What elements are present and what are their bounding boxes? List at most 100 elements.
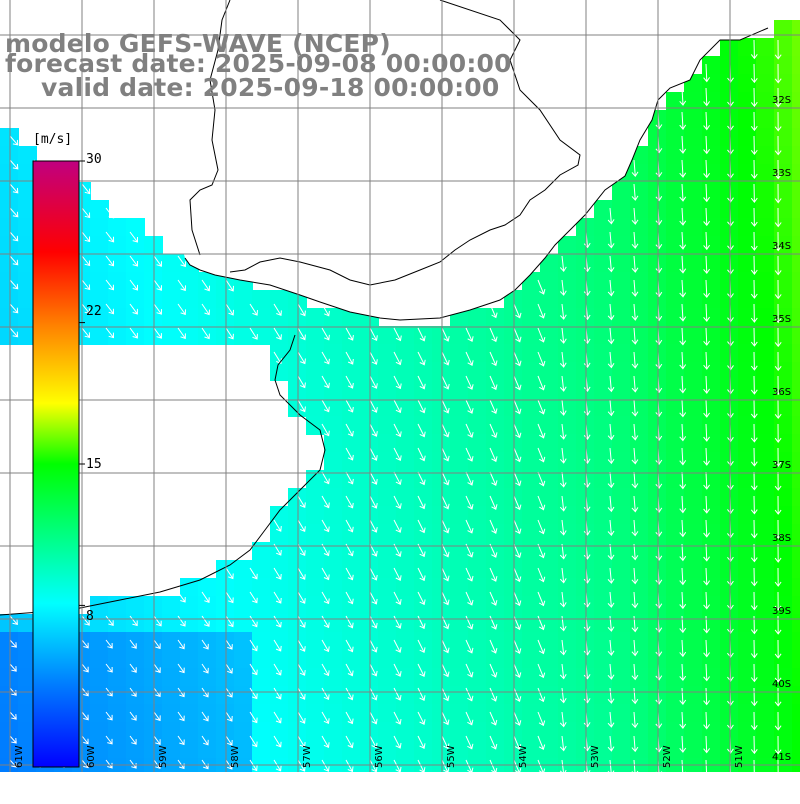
wind-cell [486, 632, 505, 651]
wind-cell [342, 614, 361, 633]
wind-cell [684, 758, 703, 772]
wind-cell [774, 254, 793, 273]
wind-cell [450, 740, 469, 759]
wind-cell [378, 488, 397, 507]
wind-arrow [105, 231, 115, 243]
wind-arrow [679, 543, 687, 562]
wind-cell [450, 578, 469, 597]
wind-cell [162, 272, 181, 291]
wind-cell [666, 470, 685, 489]
wind-cell [792, 380, 800, 399]
wind-arrow [631, 711, 639, 729]
wind-cell [18, 254, 37, 273]
wind-cell [558, 452, 577, 471]
wind-arrow [81, 663, 89, 673]
wind-arrow [559, 495, 567, 512]
wind-cell [702, 578, 721, 597]
wind-cell [90, 686, 109, 705]
wind-cell [90, 596, 109, 615]
wind-arrow [417, 711, 426, 725]
wind-arrow [345, 759, 354, 772]
wind-cell [594, 488, 613, 507]
land-mass [0, 0, 768, 320]
wind-cell [738, 488, 757, 507]
wind-arrow [129, 279, 138, 291]
wind-cell [378, 398, 397, 417]
wind-cell [540, 686, 559, 705]
wind-arrow [297, 351, 306, 365]
wind-arrow [105, 711, 113, 721]
wind-cell [558, 344, 577, 363]
wind-arrow [105, 279, 115, 291]
wind-cell [396, 560, 415, 579]
wind-arrow [559, 663, 567, 680]
wind-arrow [703, 447, 711, 466]
wind-arrow [321, 759, 330, 772]
wind-cell [666, 596, 685, 615]
wind-cell [630, 560, 649, 579]
wind-cell [558, 308, 577, 327]
wind-arrow [9, 279, 19, 290]
wind-cell [396, 578, 415, 597]
wind-arrow [631, 303, 639, 321]
wind-arrow [345, 351, 354, 365]
wind-arrow [750, 135, 758, 156]
wind-cell [594, 200, 613, 219]
wind-cell [612, 362, 631, 381]
wind-cell [684, 632, 703, 651]
wind-arrow [607, 591, 615, 608]
wind-cell [450, 542, 469, 561]
wind-cell [396, 686, 415, 705]
wind-arrow [607, 279, 615, 297]
wind-cell [684, 146, 703, 165]
wind-arrow [9, 207, 19, 218]
wind-arrow [465, 687, 474, 702]
wind-arrow [9, 255, 19, 266]
wind-arrow [703, 207, 711, 227]
wind-cell [540, 488, 559, 507]
wind-arrow [703, 711, 711, 730]
wind-arrow [129, 711, 137, 721]
wind-cell [594, 650, 613, 669]
wind-cell [378, 362, 397, 381]
wind-cell [684, 380, 703, 399]
wind-cell [774, 20, 793, 39]
wind-arrow [774, 447, 782, 468]
wind-cell [468, 344, 487, 363]
longitude-label: 57W [302, 745, 313, 768]
wind-cell [612, 524, 631, 543]
wind-arrow [9, 639, 17, 648]
wind-cell [486, 362, 505, 381]
wind-cell [306, 686, 325, 705]
wind-arrow [417, 351, 426, 366]
wind-arrow [750, 399, 758, 419]
wind-cell [792, 542, 800, 561]
wind-cell [666, 254, 685, 273]
longitude-label: 60W [86, 745, 97, 768]
wind-arrow [273, 567, 282, 580]
wind-arrow [537, 279, 546, 295]
wind-arrow [321, 567, 330, 581]
wind-arrow [607, 255, 615, 273]
wind-arrow [513, 759, 522, 772]
wind-cell [450, 560, 469, 579]
wind-cell [522, 596, 541, 615]
wind-arrow [631, 375, 639, 393]
wind-cell [324, 416, 343, 435]
wind-cell [594, 578, 613, 597]
wind-arrow [153, 615, 162, 627]
wind-cell [540, 524, 559, 543]
wind-cell [306, 542, 325, 561]
wind-cell [162, 596, 181, 615]
wind-arrow [321, 303, 330, 317]
wind-cell [702, 416, 721, 435]
wind-arrow [297, 567, 306, 580]
wind-cell [180, 704, 199, 723]
wind-arrow [273, 519, 282, 532]
wind-arrow [631, 735, 639, 753]
wind-cell [756, 128, 775, 147]
wind-cell [306, 632, 325, 651]
wind-cell [630, 542, 649, 561]
wind-cell [324, 722, 343, 741]
wind-cell [756, 236, 775, 255]
